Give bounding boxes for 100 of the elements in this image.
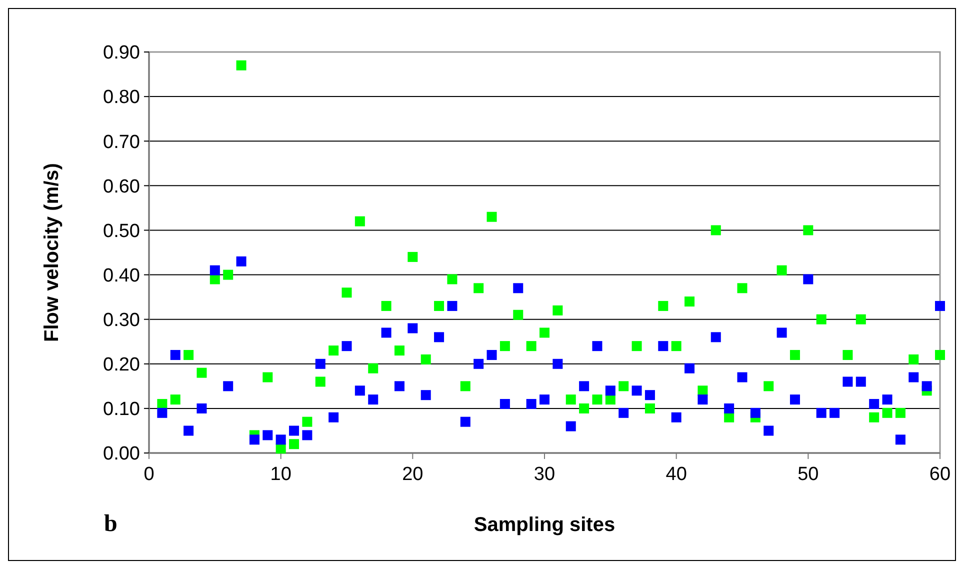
point [302,416,312,427]
point [671,341,682,352]
point [618,408,629,418]
point [474,358,484,369]
point [710,225,721,236]
point [447,300,458,311]
point [196,368,207,378]
point [592,394,602,405]
point [394,381,404,392]
point [276,434,286,445]
point [856,314,866,324]
point [790,350,800,360]
point [644,390,655,400]
point [684,363,695,374]
point [658,300,668,311]
point [750,408,760,418]
point [368,363,378,374]
point [354,216,365,226]
point [592,341,602,352]
point [710,332,721,342]
point [513,283,524,294]
point [408,323,418,334]
point [724,403,734,414]
point [447,274,458,284]
point [249,434,260,445]
point [262,430,273,440]
point [342,288,352,298]
point [262,372,273,382]
point [935,300,945,311]
point [869,412,880,422]
point [737,283,748,294]
x-tick-label: 10 [270,464,292,485]
point [579,403,590,414]
point [882,394,892,405]
point [922,381,932,392]
x-tick-label: 40 [666,464,687,485]
point [236,256,246,266]
point [803,274,814,284]
point [223,270,234,280]
point [816,314,826,324]
x-tick-label: 20 [402,464,424,485]
point [816,408,826,418]
point [474,283,484,294]
point [460,381,470,392]
point [830,408,840,418]
point [566,394,576,405]
point [882,408,892,418]
x-tick-label: 50 [798,464,819,485]
point [776,328,787,338]
point [460,416,470,427]
point [184,350,194,360]
point [342,341,352,352]
point [605,394,616,405]
point [869,398,880,409]
point [776,265,787,276]
point [579,381,590,392]
point [605,386,616,396]
point [210,265,220,276]
point [737,372,748,382]
point [328,412,339,422]
point [368,394,378,405]
point [196,403,207,414]
point [394,346,404,356]
point [420,390,431,400]
point [381,300,392,311]
point [328,346,339,356]
point [552,305,563,316]
y-tick-label: 0.10 [103,399,140,420]
point [486,350,497,360]
point [698,386,708,396]
point [170,394,180,405]
point [724,412,734,422]
point [671,412,682,422]
point [552,358,563,369]
point [420,354,431,364]
point [434,300,444,311]
point [566,421,576,432]
point [513,310,524,320]
point [935,350,945,360]
point [526,341,536,352]
point [790,394,800,405]
point [842,350,853,360]
point [618,381,629,392]
point [157,408,168,418]
point [908,354,919,364]
y-tick-label: 0.60 [103,176,140,198]
point [644,403,655,414]
point [315,376,326,387]
y-tick-label: 0.90 [103,42,140,64]
y-tick-label: 0.70 [103,132,140,153]
point [526,398,536,409]
point [856,376,866,387]
point [302,430,312,440]
point [842,376,853,387]
x-axis-title: Sampling sites [474,514,616,536]
point [895,434,906,445]
point [500,398,510,409]
point [434,332,444,342]
y-tick-label: 0.50 [103,220,140,242]
point [658,341,668,352]
